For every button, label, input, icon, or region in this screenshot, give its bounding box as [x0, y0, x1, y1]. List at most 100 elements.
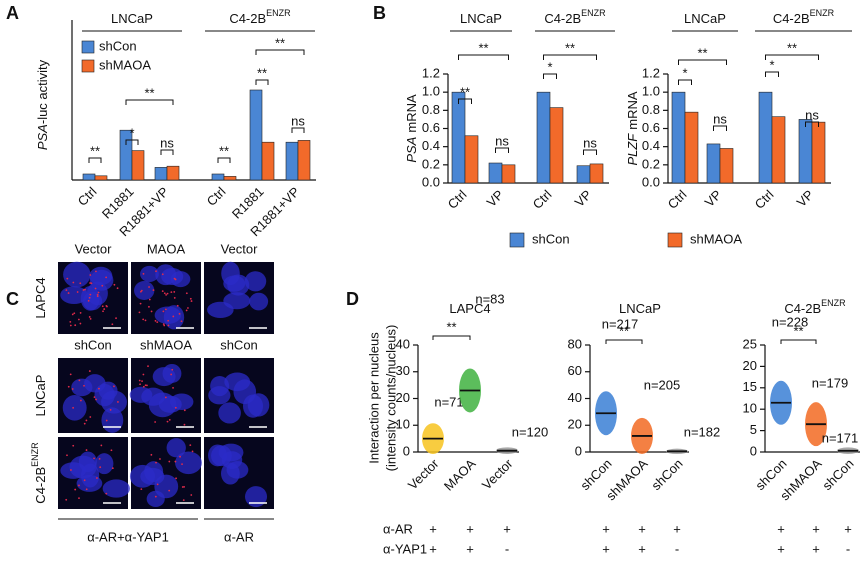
- bar: [589, 163, 604, 184]
- n-label: n=83: [475, 291, 504, 306]
- significance-label: **: [219, 143, 229, 158]
- signal-dot: [74, 324, 77, 327]
- signal-dot: [73, 312, 76, 315]
- signal-dot: [168, 489, 171, 492]
- signal-dot: [168, 460, 171, 463]
- signal-dot: [93, 457, 95, 460]
- y-tick-label: 5: [750, 422, 757, 437]
- x-tick-label: Vector: [479, 455, 516, 492]
- signal-dot: [142, 272, 145, 275]
- significance-label: **: [446, 319, 456, 334]
- bar: [536, 91, 551, 184]
- signal-dot: [163, 324, 166, 327]
- signal-dot: [171, 368, 174, 371]
- signal-dot: [164, 308, 167, 311]
- signal-dot: [65, 498, 68, 501]
- signal-dot: [156, 321, 159, 323]
- group-header-superscript: ENZR: [581, 8, 606, 18]
- signal-dot: [174, 406, 177, 409]
- significance-bracket: [291, 127, 305, 133]
- signal-dot: [187, 307, 189, 309]
- significance-label: *: [769, 57, 774, 72]
- signal-dot: [156, 483, 159, 486]
- chart-title-text: C4-2B: [784, 301, 821, 316]
- significance-label: ns: [713, 111, 727, 126]
- chart-title-text: LNCaP: [619, 301, 661, 316]
- signal-dot: [181, 486, 184, 488]
- row-label-text: C4-2B: [33, 467, 48, 504]
- signal-dot: [168, 419, 171, 421]
- signal-dot: [72, 281, 75, 284]
- signal-dot: [95, 270, 97, 273]
- signal-dot: [85, 419, 88, 422]
- signal-dot: [146, 384, 148, 387]
- signal-dot: [167, 324, 170, 327]
- y-tick-label: 20: [568, 417, 582, 432]
- signal-dot: [166, 292, 169, 295]
- x-tick-label: Ctrl: [665, 187, 690, 212]
- signal-dot: [105, 276, 108, 279]
- significance-bracket: [125, 99, 174, 105]
- nucleus: [129, 386, 153, 403]
- nucleus: [134, 281, 155, 300]
- signal-dot: [138, 379, 141, 382]
- x-tick-label: Vector: [405, 455, 442, 492]
- group-header: C4-2BENZR: [229, 8, 291, 26]
- signal-dot: [148, 298, 151, 301]
- significance-bracket: [543, 54, 597, 60]
- signal-dot: [79, 322, 82, 325]
- footer-label: α-AR+α-YAP1: [87, 529, 169, 544]
- signal-dot: [113, 283, 116, 286]
- y-axis-label-text: mRNA: [404, 94, 419, 133]
- nucleus: [154, 306, 182, 324]
- signal-dot: [141, 380, 143, 383]
- bar: [464, 135, 479, 184]
- signal-dot: [96, 293, 99, 296]
- signal-dot: [154, 421, 157, 423]
- nucleus: [221, 462, 240, 485]
- y-axis-label: PSA mRNA: [404, 94, 419, 163]
- signal-dot: [88, 316, 91, 318]
- y-tick-label: 0.6: [422, 120, 440, 135]
- signal-dot: [170, 291, 173, 294]
- legend-swatch: [509, 232, 525, 248]
- bar: [684, 111, 699, 184]
- significance-bracket: [765, 54, 819, 60]
- significance-label: **: [275, 35, 285, 50]
- signal-dot: [96, 477, 98, 479]
- y-axis-label-gene: PLZF: [625, 133, 640, 166]
- signal-dot: [155, 461, 157, 464]
- signal-dot: [71, 388, 74, 390]
- chart-title: LAPC4: [449, 301, 490, 316]
- signal-dot: [102, 310, 104, 313]
- y-tick-label: 0.4: [422, 138, 440, 153]
- signal-dot: [76, 291, 79, 293]
- bar: [549, 107, 564, 184]
- nucleus: [249, 292, 269, 311]
- y-tick-label: 40: [396, 336, 410, 351]
- signal-dot: [172, 315, 175, 318]
- signal-dot: [144, 319, 147, 322]
- footer-label: α-AR: [224, 529, 254, 544]
- column-header: shCon: [74, 337, 112, 352]
- condition-mark: -: [505, 541, 509, 556]
- significance-bracket: [678, 59, 727, 65]
- group-header-text: LNCaP: [111, 11, 153, 26]
- n-label: n=120: [512, 424, 549, 439]
- signal-dot: [189, 444, 192, 447]
- signal-dot: [161, 290, 164, 293]
- significance-label: **: [793, 323, 803, 338]
- legend-label: shCon: [532, 231, 570, 246]
- significance-label: *: [682, 65, 687, 80]
- signal-dot: [185, 292, 188, 295]
- signal-dot: [170, 373, 173, 376]
- significance-label: **: [257, 65, 267, 80]
- condition-mark: +: [429, 541, 437, 556]
- signal-dot: [105, 492, 108, 495]
- y-tick-label: 0.2: [642, 156, 660, 171]
- signal-dot: [176, 304, 179, 307]
- y-tick-label: 80: [568, 336, 582, 351]
- signal-dot: [97, 291, 100, 294]
- signal-dot: [89, 416, 92, 418]
- significance-label: **: [90, 143, 100, 158]
